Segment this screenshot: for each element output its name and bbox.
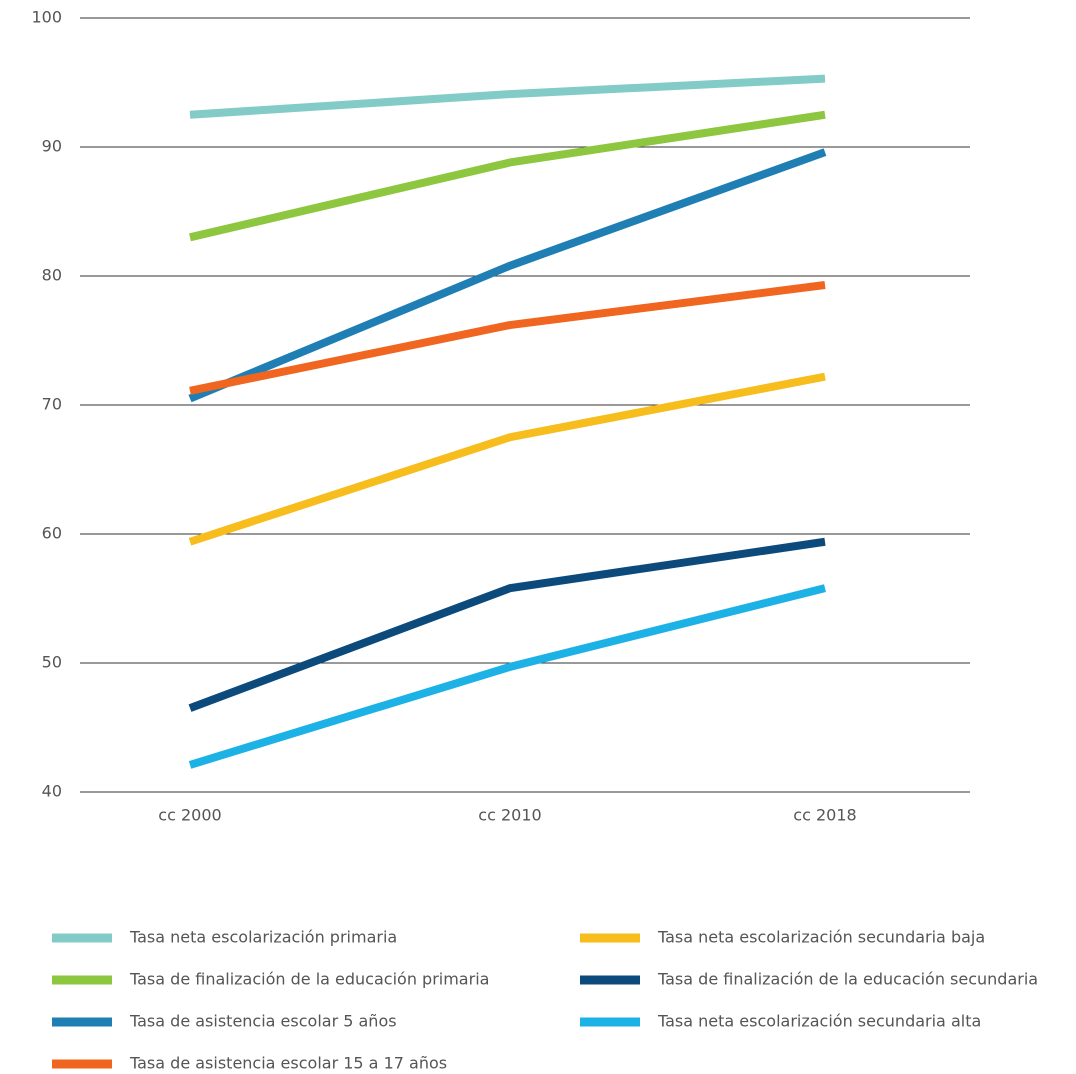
x-tick-label: cc 2010 <box>478 806 541 825</box>
legend-label: Tasa de asistencia escolar 5 años <box>129 1012 397 1031</box>
series-line <box>189 110 826 242</box>
y-tick-label: 100 <box>31 8 62 27</box>
legend-label: Tasa neta escolarización secundaria alta <box>657 1012 981 1031</box>
y-tick-label: 70 <box>42 395 62 414</box>
series-line <box>188 372 826 546</box>
y-tick-label: 50 <box>42 653 62 672</box>
legend-label: Tasa de finalización de la educación pri… <box>129 970 489 989</box>
series-line <box>188 537 826 712</box>
series-line <box>188 148 827 403</box>
legend-label: Tasa de finalización de la educación sec… <box>657 970 1038 989</box>
x-tick-label: cc 2018 <box>793 806 856 825</box>
legend-label: Tasa neta escolarización secundaria baja <box>657 928 985 947</box>
legend-label: Tasa de asistencia escolar 15 a 17 años <box>129 1054 447 1073</box>
series-line <box>189 281 826 395</box>
y-tick-label: 40 <box>42 782 62 801</box>
legend-label: Tasa neta escolarización primaria <box>129 928 397 947</box>
y-tick-label: 80 <box>42 266 62 285</box>
series-line <box>188 584 826 769</box>
y-tick-label: 90 <box>42 137 62 156</box>
y-tick-label: 60 <box>42 524 62 543</box>
x-tick-label: cc 2000 <box>158 806 221 825</box>
series-line <box>189 74 826 119</box>
